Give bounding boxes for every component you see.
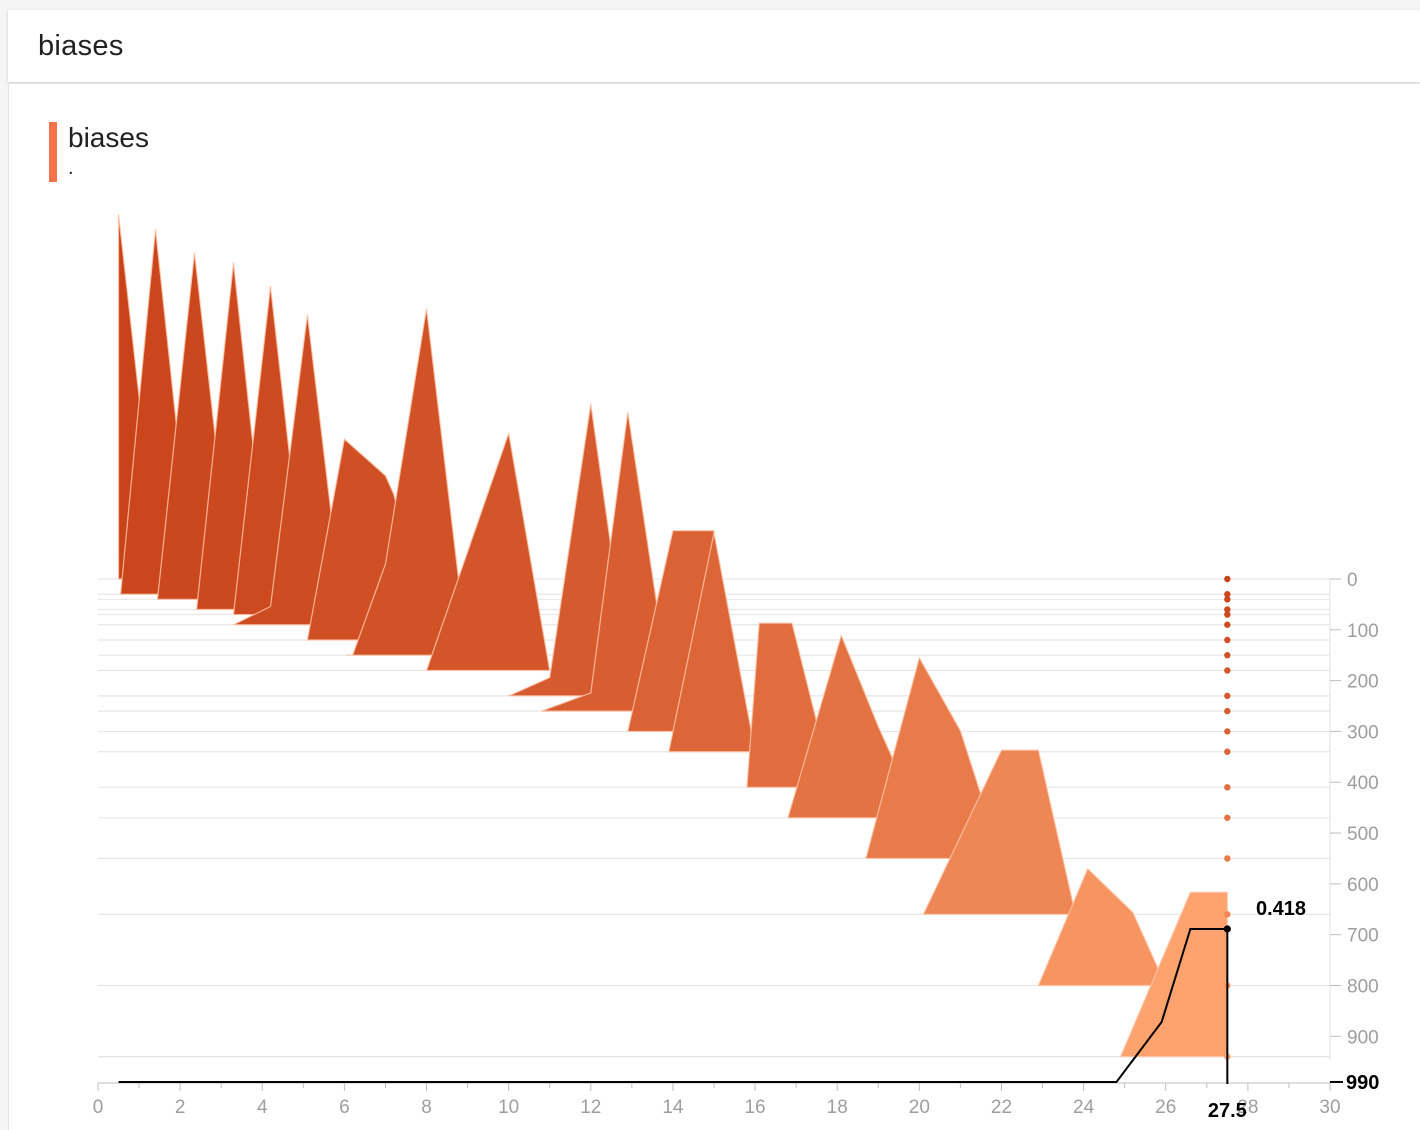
x-tick-label: 22 — [991, 1097, 1012, 1118]
step-marker-dot — [1224, 814, 1231, 821]
x-tick-label: 2 — [175, 1097, 186, 1118]
histogram-series — [117, 213, 1228, 1058]
step-marker-dot — [1224, 728, 1231, 735]
step-marker-dot — [1224, 575, 1231, 583]
header-title: biases — [38, 30, 124, 62]
hover-overlay: 0.418 990 27.5 — [118, 898, 1379, 1122]
step-tick-label: 900 — [1347, 1027, 1379, 1048]
x-tick-label: 12 — [580, 1097, 601, 1118]
step-markers — [1224, 575, 1231, 1060]
step-marker-dot — [1224, 621, 1231, 628]
step-marker-dot — [1224, 855, 1231, 862]
header-bar: biases — [8, 10, 1420, 82]
step-marker-dot — [1224, 707, 1231, 715]
hover-x-label: 27.5 — [1208, 1100, 1247, 1122]
step-marker-dot — [1224, 606, 1231, 613]
step-tick-label: 0 — [1347, 570, 1358, 591]
axes: 0 2 4 6 8 10 12 14 16 18 20 22 24 26 28 300100200300400… — [93, 570, 1379, 1118]
histogram-step-340 — [668, 532, 756, 753]
step-marker-dot — [1224, 611, 1231, 618]
hover-histogram-outline — [118, 928, 1228, 1083]
step-tick-label: 100 — [1347, 621, 1379, 642]
histogram-step-940 — [1120, 891, 1228, 1058]
step-tick-label: 200 — [1347, 672, 1379, 693]
step-tick-label: 500 — [1347, 824, 1379, 845]
step-marker-dot — [1224, 748, 1231, 755]
x-tick-label: 26 — [1155, 1097, 1176, 1118]
x-tick-label: 10 — [498, 1097, 519, 1118]
step-tick-label: 400 — [1347, 773, 1379, 794]
x-tick-label: 6 — [339, 1097, 350, 1118]
card-accent-bar — [49, 122, 57, 182]
x-tick-label: 8 — [421, 1097, 432, 1118]
hover-value-label: 0.418 — [1256, 898, 1306, 920]
x-tick-label: 20 — [909, 1097, 930, 1118]
step-marker-dot — [1224, 784, 1231, 791]
x-tick-label: 18 — [827, 1097, 848, 1118]
x-tick-label: 30 — [1319, 1097, 1340, 1118]
step-marker-dot — [1224, 652, 1231, 659]
chart-title: biases — [68, 122, 149, 153]
step-marker-dot — [1224, 911, 1231, 918]
x-tick-label: 14 — [662, 1097, 684, 1118]
x-tick-label: 28 — [1237, 1097, 1258, 1118]
chart-subtitle: . — [68, 157, 74, 179]
step-marker-dot — [1224, 636, 1231, 644]
x-tick-label: 24 — [1073, 1097, 1095, 1118]
step-marker-dot — [1224, 667, 1231, 674]
hover-point — [1223, 925, 1231, 933]
x-tick-label: 4 — [257, 1097, 268, 1118]
step-marker-dot — [1224, 591, 1231, 598]
step-marker-dot — [1224, 596, 1231, 603]
histogram-step-180 — [425, 433, 551, 672]
x-tick-label: 0 — [93, 1097, 104, 1118]
step-marker-dot — [1224, 692, 1231, 700]
hover-step-label: 990 — [1346, 1072, 1379, 1094]
step-tick-label: 300 — [1347, 722, 1379, 743]
step-tick-label: 800 — [1347, 976, 1379, 997]
step-tick-label: 700 — [1347, 926, 1379, 947]
x-tick-label: 16 — [744, 1097, 765, 1118]
step-tick-label: 600 — [1347, 875, 1379, 896]
